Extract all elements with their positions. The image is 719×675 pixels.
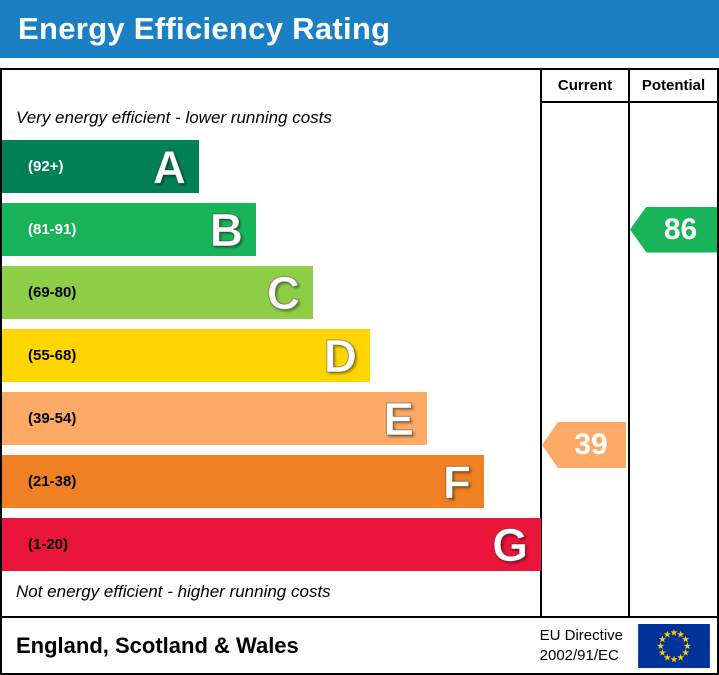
band-bar: (21-38) F: [2, 455, 484, 508]
band-bar: (69-80) C: [2, 266, 313, 319]
band-bar: (39-54) E: [2, 392, 427, 445]
eu-flag-icon: [638, 623, 710, 668]
current-column: Current: [540, 70, 628, 616]
eu-directive-line2: 2002/91/EC: [539, 646, 619, 664]
page-title: Energy Efficiency Rating: [18, 11, 391, 46]
header: Energy Efficiency Rating: [0, 0, 719, 58]
current-column-header: Current: [542, 70, 628, 103]
band-letter: C: [266, 266, 300, 319]
band-bar: (92+) A: [2, 140, 199, 193]
band-range-label: (92+): [28, 158, 64, 175]
band-row: (81-91) B: [2, 203, 541, 256]
band-bar: (81-91) B: [2, 203, 256, 256]
footer: England, Scotland & Wales EU Directive 2…: [0, 618, 719, 675]
band-range-label: (81-91): [28, 221, 77, 238]
band-row: (55-68) D: [2, 329, 541, 382]
band-letter: G: [492, 518, 529, 571]
eu-directive-label: EU Directive 2002/91/EC: [540, 626, 623, 665]
band-bar: (55-68) D: [2, 329, 370, 382]
potential-column: Potential: [628, 70, 717, 616]
band-row: (92+) A: [2, 140, 541, 193]
band-row: (21-38) F: [2, 455, 541, 508]
bottom-note: Not energy efficient - higher running co…: [16, 582, 331, 601]
band-range-label: (21-38): [28, 473, 77, 490]
top-note: Very energy efficient - lower running co…: [16, 108, 332, 127]
band-range-label: (39-54): [28, 410, 77, 427]
potential-pointer: 86: [630, 206, 717, 253]
band-range-label: (69-80): [28, 284, 77, 301]
potential-column-header: Potential: [630, 70, 717, 103]
band-letter: B: [209, 203, 243, 256]
band-row: (1-20) G: [2, 518, 541, 571]
bands: (92+) A (81-91) B (69-80) C (55-68) D (3…: [2, 140, 541, 581]
eu-directive-line1: EU Directive: [539, 627, 623, 644]
band-letter: E: [383, 392, 415, 445]
band-range-label: (55-68): [28, 347, 77, 364]
potential-rating-value: 86: [663, 212, 698, 246]
region-label: England, Scotland & Wales: [16, 632, 299, 658]
band-bar: (1-20) G: [2, 518, 541, 571]
band-row: (39-54) E: [2, 392, 541, 445]
band-letter: F: [442, 455, 471, 508]
band-row: (69-80) C: [2, 266, 541, 319]
band-letter: D: [323, 329, 357, 382]
current-pointer: 39: [542, 422, 626, 468]
current-rating-value: 39: [574, 428, 608, 461]
rating-chart: Current Potential Very energy efficient …: [0, 68, 719, 618]
band-range-label: (1-20): [28, 536, 69, 553]
band-letter: A: [152, 140, 186, 193]
